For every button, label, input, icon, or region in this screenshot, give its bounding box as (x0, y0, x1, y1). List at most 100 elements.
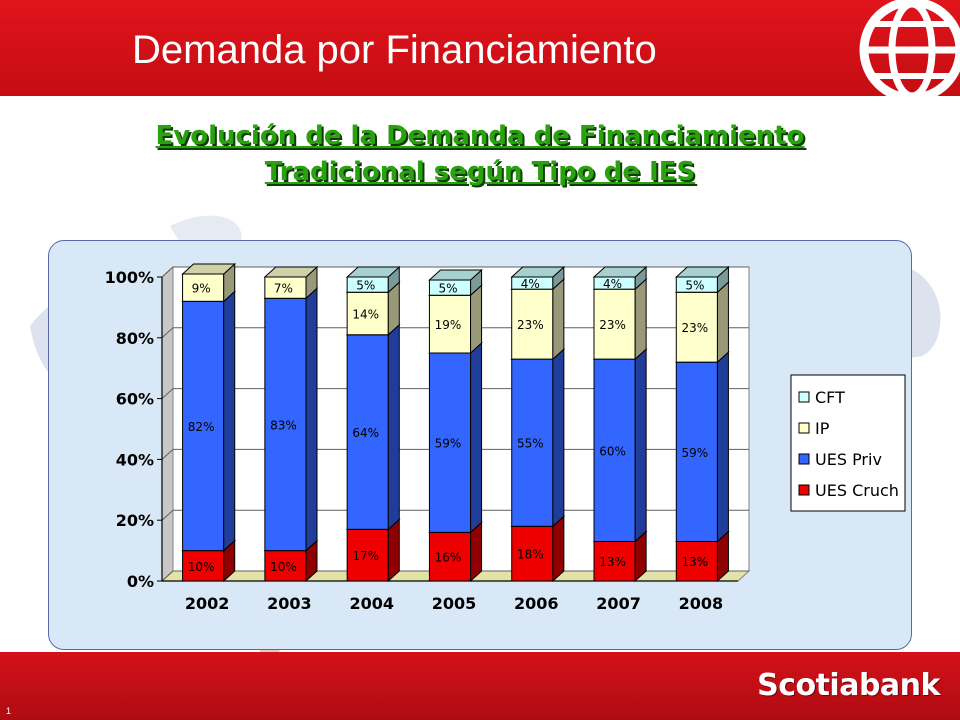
bar-side (387, 323, 400, 531)
gridline-side (161, 449, 174, 460)
legend-label: CFT (815, 388, 845, 407)
chart-heading-line-1: Evolución de la Demanda de Financiamient… (155, 121, 805, 151)
bar-side (552, 278, 565, 361)
data-label: 64% (352, 426, 379, 440)
data-label: 23% (517, 318, 544, 332)
bar-front (428, 294, 472, 354)
bar-segment-cft: 5% (674, 265, 730, 294)
bar-front (593, 288, 636, 360)
data-label: 23% (682, 321, 709, 335)
bar-segment-ues-priv: 64% (345, 323, 401, 531)
bar-segment-ip: 23% (510, 278, 566, 361)
bar-segment-ip: 23% (592, 278, 648, 361)
x-tick-label: 2004 (349, 594, 394, 613)
bar-top (345, 266, 401, 278)
bar-side (552, 515, 565, 583)
data-label: 7% (274, 282, 293, 296)
slide-footer: 1 Scotiabank (0, 652, 960, 720)
slide-title: Demanda por Financiamiento (132, 28, 657, 72)
plot-side-wall (161, 265, 174, 583)
bar-segment-ues-cruch: 13% (592, 530, 648, 583)
legend-box (790, 374, 906, 512)
bar-front (593, 358, 636, 542)
y-tick-label: 60% (116, 390, 154, 409)
bar-front (264, 297, 307, 552)
bar-top (428, 269, 483, 281)
bar-segment-ues-priv: 60% (592, 347, 648, 543)
data-label: 55% (517, 437, 544, 451)
bar-front (511, 288, 554, 360)
data-label: 5% (685, 279, 704, 293)
gridline-side (161, 509, 174, 521)
bar-segment-ip: 7% (263, 265, 319, 300)
bar-top (181, 263, 237, 275)
chart-heading-line-2: Tradicional según Tipo de IES (264, 157, 696, 187)
y-tick-label: 100% (105, 268, 154, 287)
data-label: 17% (352, 549, 379, 563)
data-label: 82% (188, 420, 215, 434)
legend-item-ues-priv: UES Priv (798, 450, 882, 469)
bar-side (634, 278, 647, 361)
x-tick-label: 2006 (514, 594, 559, 613)
legend-item-ip: IP (798, 419, 830, 438)
legend-label: UES Priv (815, 450, 882, 469)
chart-panel: 0% 20% 40% 60% 80% 100% 10% 82% 9% 2002 10% 83% 7% 20… (48, 240, 912, 650)
bar-segment-cft: 5% (345, 265, 401, 294)
bar-front (346, 334, 389, 530)
data-label: 13% (682, 555, 709, 569)
bar-front (182, 300, 225, 552)
bar-segment-cft: 4% (592, 265, 648, 291)
gridline-side (161, 388, 174, 399)
data-label: 16% (435, 551, 462, 565)
gridline-side (161, 570, 174, 582)
bar-front (182, 273, 225, 302)
legend-label: IP (815, 419, 830, 438)
data-label: 60% (599, 444, 626, 458)
y-tick-label: 0% (127, 572, 154, 591)
data-label: 13% (599, 555, 626, 569)
bar-side (470, 341, 483, 534)
stacked-bar-chart: 0% 20% 40% 60% 80% 100% 10% 82% 9% 2002 10% 83% 7% 20… (105, 262, 906, 613)
bar-top (592, 266, 648, 278)
bar-side (387, 518, 400, 583)
y-tick-label: 80% (116, 329, 154, 348)
bar-top (263, 266, 319, 278)
legend-swatch (798, 453, 810, 465)
data-label: 18% (517, 548, 544, 562)
bar-side (634, 347, 647, 543)
x-tick-label: 2005 (432, 594, 477, 613)
bar-top (510, 266, 566, 278)
bar-segment-ues-priv: 82% (181, 290, 237, 552)
bar-side (716, 281, 729, 364)
data-label: 23% (599, 318, 626, 332)
bar-side (552, 347, 565, 528)
legend-item-ues-cruch: UES Cruch (798, 481, 899, 500)
legend-swatch (798, 484, 810, 496)
bar-front (511, 358, 554, 527)
data-label: 83% (270, 418, 297, 432)
x-tick-label: 2008 (679, 594, 724, 613)
bar-front (675, 361, 718, 542)
bar-front (675, 291, 718, 363)
bar-front (511, 525, 554, 582)
bar-segment-ues-priv: 59% (674, 350, 730, 543)
bar-segment-cft: 5% (428, 268, 483, 297)
x-tick-label: 2002 (185, 594, 230, 613)
y-tick-label: 40% (116, 450, 154, 469)
data-label: 59% (435, 437, 462, 451)
bar-segment-ues-priv: 59% (428, 341, 483, 534)
legend-label: UES Cruch (815, 481, 899, 500)
bar-segment-ip: 23% (674, 281, 730, 364)
x-tick-label: 2003 (267, 594, 312, 613)
chart-heading: Evolución de la Demanda de Financiamient… (0, 118, 960, 190)
slide-header: Demanda por Financiamiento (0, 0, 960, 96)
data-label: 10% (270, 560, 297, 574)
data-label: 9% (192, 282, 211, 296)
bar-top (674, 266, 730, 278)
data-label: 10% (188, 560, 215, 574)
globe-icon (859, 0, 960, 96)
bar-side (223, 290, 236, 552)
data-label: 14% (352, 307, 379, 321)
brand-logo: Scotiabank (757, 668, 940, 703)
data-label: 19% (435, 318, 462, 332)
